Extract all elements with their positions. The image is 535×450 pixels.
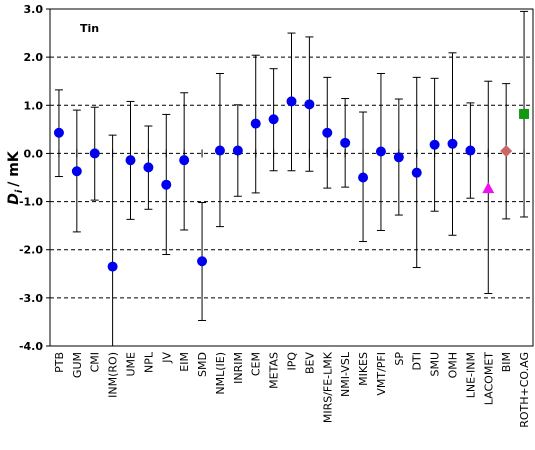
x-tick-label: NPL [142, 351, 155, 373]
data-point [304, 99, 315, 110]
data-point [71, 166, 82, 177]
x-tick-label: CEM [250, 352, 263, 376]
data-point [179, 155, 190, 166]
x-tick-label: METAS [268, 352, 281, 389]
x-tick-label: IPQ [286, 352, 299, 371]
data-point [268, 114, 279, 125]
x-tick-label: INRIM [232, 352, 245, 384]
y-tick-label: 3.0 [24, 3, 44, 16]
x-tick-label: UME [125, 352, 138, 377]
y-tick-label: -2.0 [19, 244, 43, 257]
data-point [375, 146, 386, 157]
data-point [232, 145, 243, 156]
y-tick-label: 2.0 [24, 51, 44, 64]
x-axis-ticks: PTB GUM CMI INM(RO) UME NPL JV EIM SMD NML(IE) INR… [53, 149, 531, 428]
x-tick-label: BEV [303, 352, 316, 374]
x-tick-label: ROTH+CO.AG [518, 352, 531, 428]
data-point [411, 167, 422, 178]
data-point [322, 127, 333, 138]
data-markers [53, 96, 530, 272]
data-point [53, 127, 64, 138]
y-tick-label: 0.0 [24, 147, 44, 160]
x-tick-label: MIKES [357, 352, 370, 386]
x-tick-label: INM(RO) [107, 352, 120, 398]
data-point [340, 137, 351, 148]
x-tick-label: CMI [89, 352, 102, 372]
x-tick-label: DTI [411, 352, 424, 370]
x-tick-label: SMU [429, 352, 442, 377]
y-axis-label: Di/ mK [6, 150, 25, 205]
x-tick-label: NMI-VSL [339, 351, 352, 397]
y-tick-label: 1.0 [24, 99, 44, 112]
data-point [197, 256, 208, 267]
x-tick-label: VMT/PFI [375, 352, 388, 396]
data-point [482, 182, 495, 194]
x-tick-label: LNE-INM [464, 352, 477, 398]
x-tick-label: LACOMET [482, 352, 495, 405]
x-tick-label: MIRS/FE-LMK [321, 351, 334, 423]
data-point [465, 145, 476, 156]
chart-title: Tin [80, 22, 99, 35]
data-point [429, 139, 440, 150]
data-point [447, 138, 458, 149]
y-axis-ticks: 3.0 2.0 1.0 0.0 -1.0 -2.0 -3.0 -4.0 [19, 3, 50, 353]
x-tick-label: BIM [500, 352, 513, 372]
data-point [214, 145, 225, 156]
y-tick-label: -3.0 [19, 292, 43, 305]
data-point [89, 148, 100, 159]
x-tick-label: OMH [447, 352, 460, 378]
x-tick-label: SP [393, 352, 406, 366]
x-tick-label: PTB [53, 352, 66, 373]
x-tick-label: EIM [178, 352, 191, 372]
data-point [161, 179, 172, 190]
data-point [500, 145, 513, 158]
data-point [143, 162, 154, 173]
x-tick-label: JV [160, 352, 173, 364]
x-tick-label: SMD [196, 352, 209, 377]
data-point [286, 96, 297, 107]
y-tick-label: -4.0 [19, 340, 43, 353]
data-point [250, 118, 261, 129]
data-point [125, 155, 136, 166]
data-point [393, 152, 404, 163]
x-tick-label: GUM [71, 352, 84, 378]
x-tick-label: NML(IE) [214, 352, 227, 395]
data-point [358, 172, 369, 183]
y-tick-label: -1.0 [19, 196, 43, 209]
data-point [107, 261, 118, 272]
data-point [519, 108, 530, 119]
